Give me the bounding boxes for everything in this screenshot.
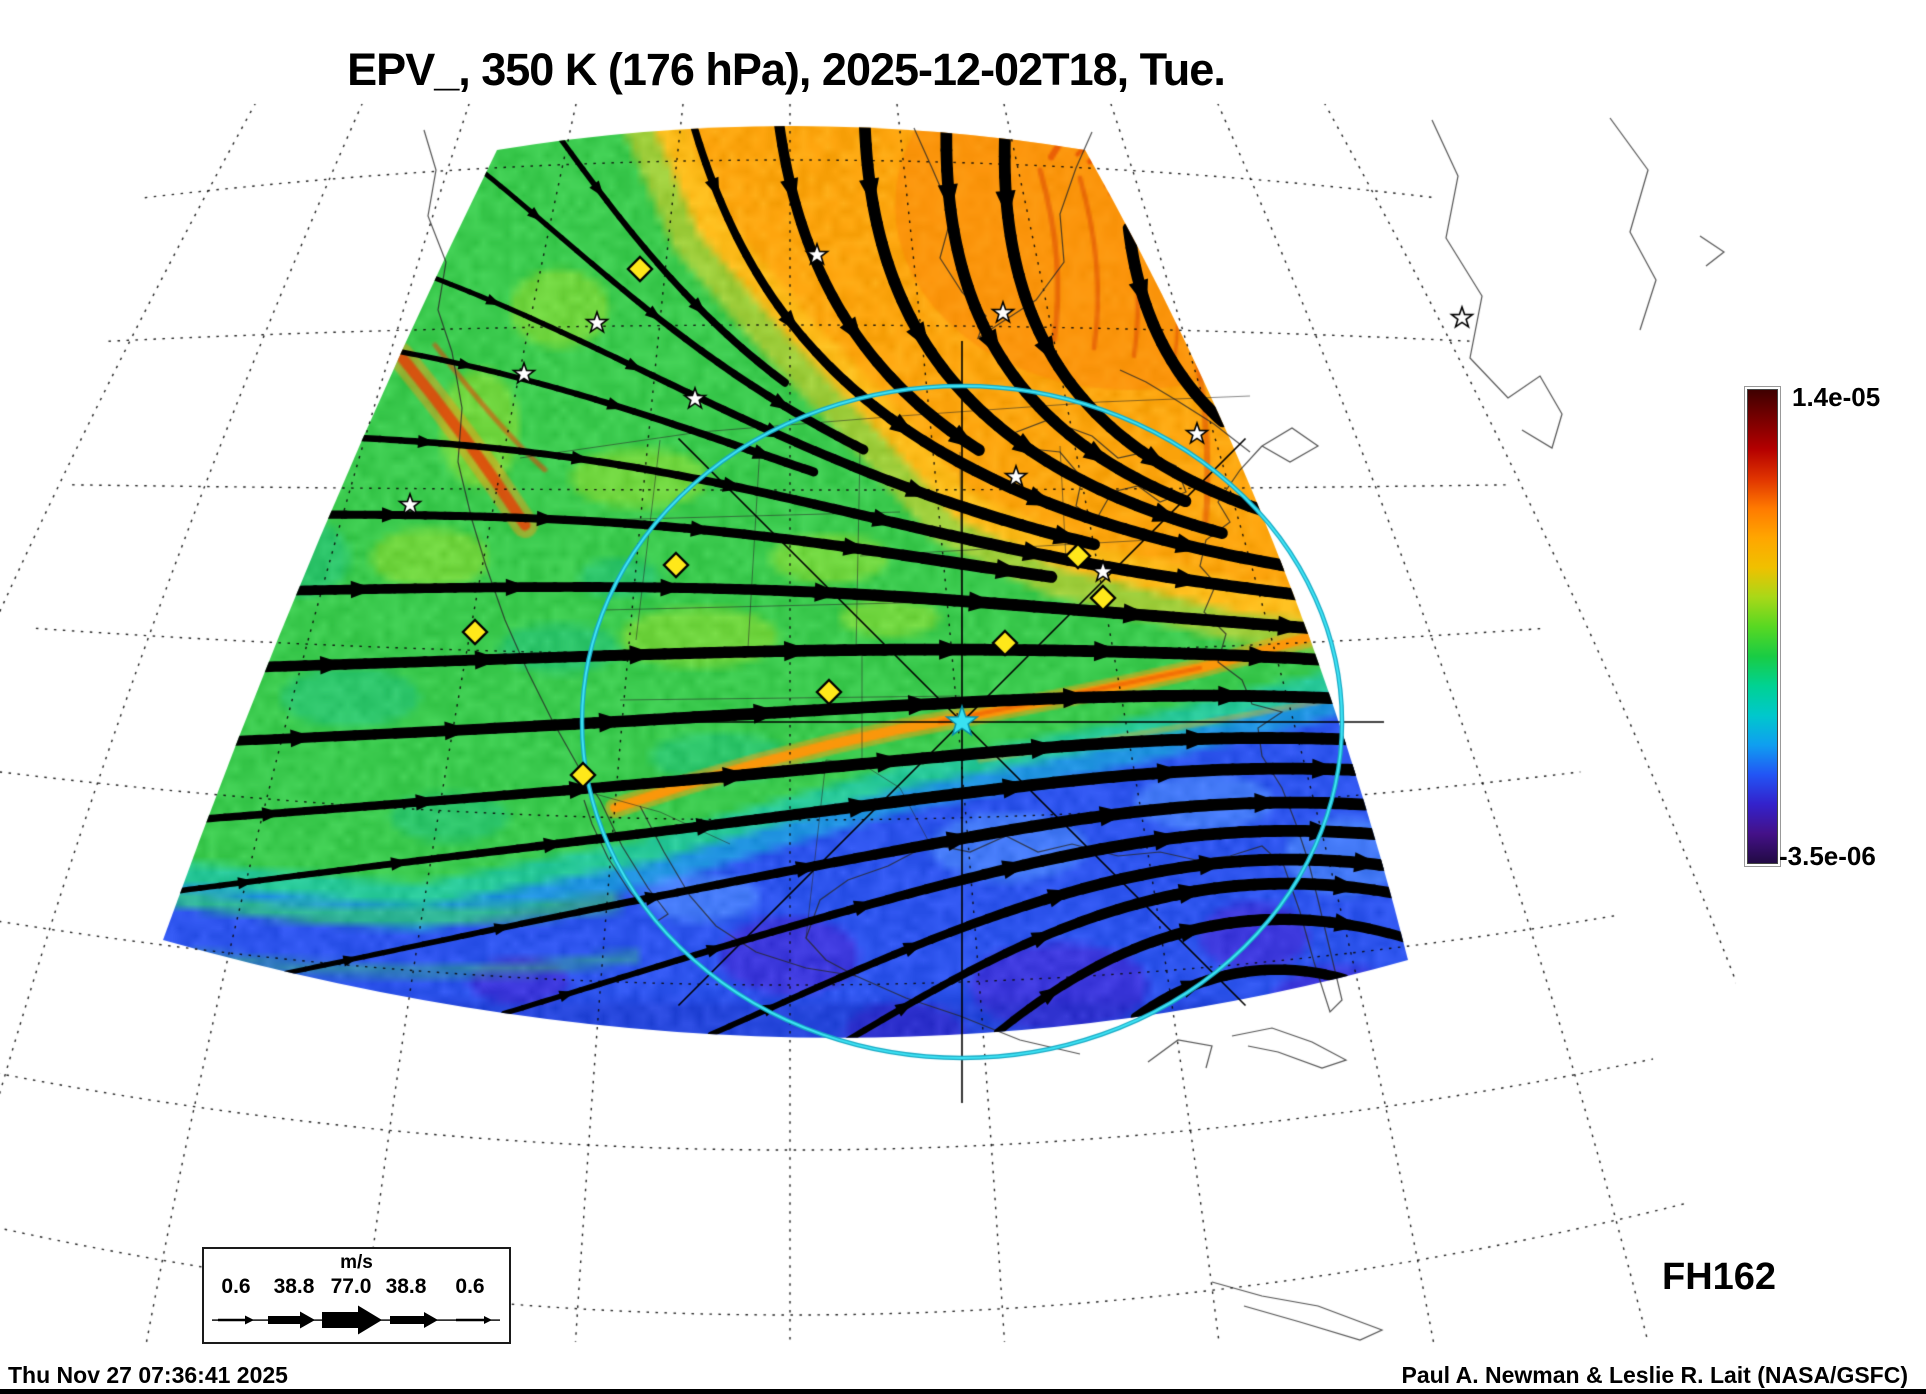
legend-units-label: m/s bbox=[340, 1252, 373, 1273]
legend-value: 38.8 bbox=[273, 1275, 315, 1298]
colorbar-min-label: -3.5e-06 bbox=[1779, 841, 1876, 871]
legend-value: 77.0 bbox=[330, 1275, 372, 1298]
legend-value: 0.6 bbox=[221, 1275, 251, 1298]
colorbar bbox=[1747, 389, 1778, 864]
page-title: EPV_, 350 K (176 hPa), 2025-12-02T18, Tu… bbox=[347, 44, 1226, 95]
wind-scale-arrows-graphic bbox=[212, 1305, 500, 1335]
bottom-border-rule bbox=[0, 1389, 1926, 1394]
generated-timestamp: Thu Nov 27 07:36:41 2025 bbox=[8, 1362, 288, 1388]
legend-value: 38.8 bbox=[385, 1275, 427, 1298]
forecast-hour-label: FH162 bbox=[1662, 1256, 1777, 1298]
credit-label: Paul A. Newman & Leslie R. Lait (NASA/GS… bbox=[1401, 1362, 1908, 1388]
colorbar-max-label: 1.4e-05 bbox=[1792, 382, 1881, 412]
wind-speed-legend: m/s 0.6 38.8 77.0 38.8 0.6 bbox=[202, 1247, 511, 1344]
legend-value: 0.6 bbox=[455, 1275, 485, 1298]
